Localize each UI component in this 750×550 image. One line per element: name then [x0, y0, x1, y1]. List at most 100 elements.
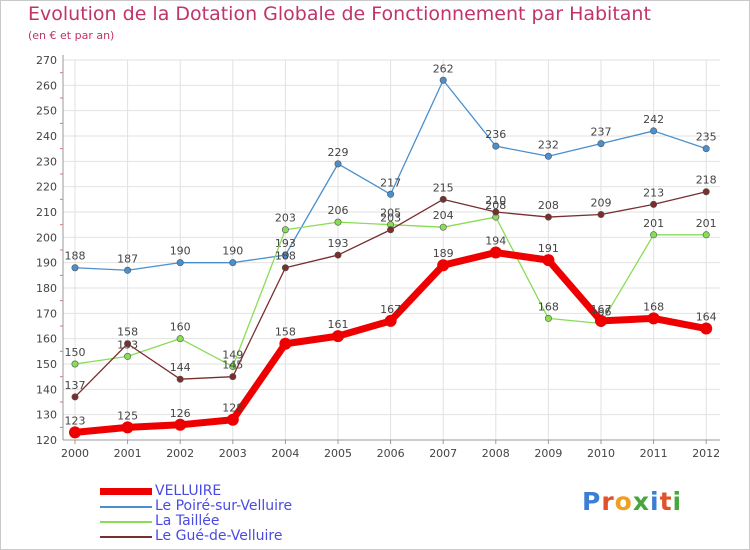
data-point: [439, 195, 447, 203]
data-point: [226, 413, 239, 426]
y-tick-label: 250: [36, 105, 57, 118]
y-tick-label: 240: [36, 130, 57, 143]
data-label: 190: [170, 245, 191, 258]
legend-item: La Taillée: [100, 513, 400, 529]
line-chart: 120 130 140 150 160 170 180 190 200 210 220 230 240 2…: [36, 54, 720, 460]
data-point: [492, 208, 500, 216]
y-tick-label: 120: [36, 434, 57, 447]
data-label: 167: [380, 303, 401, 316]
data-label: 217: [380, 176, 401, 189]
data-point: [281, 251, 289, 259]
y-tick-label: 140: [36, 383, 57, 396]
data-label: 158: [275, 326, 296, 339]
logo-letter: o: [614, 487, 633, 516]
x-tick-label: 2008: [482, 447, 510, 460]
data-label: 201: [643, 217, 664, 230]
logo-letter: P: [582, 487, 602, 516]
data-point: [124, 340, 132, 348]
data-label: 193: [275, 237, 296, 250]
data-label: 201: [696, 217, 717, 230]
data-label: 191: [538, 242, 559, 255]
logo-letter: i: [672, 487, 683, 516]
data-point: [700, 322, 713, 335]
data-point: [71, 360, 79, 368]
data-label: 210: [485, 194, 506, 207]
data-label: 187: [117, 252, 138, 265]
x-tick-label: 2012: [692, 447, 720, 460]
data-point: [334, 251, 342, 259]
data-label: 215: [433, 181, 454, 194]
data-point: [597, 140, 605, 148]
data-label: 232: [538, 138, 559, 151]
data-label: 203: [380, 212, 401, 225]
chart-title: Evolution de la Dotation Globale de Fonc…: [28, 3, 651, 25]
data-label: 123: [65, 414, 86, 427]
data-label: 242: [643, 113, 664, 126]
data-point: [650, 200, 658, 208]
data-label: 237: [591, 126, 612, 139]
data-label: 203: [275, 212, 296, 225]
data-point: [387, 190, 395, 198]
legend-label: Le Poiré-sur-Velluire: [155, 498, 293, 514]
data-point: [647, 312, 660, 325]
data-point: [332, 330, 344, 343]
data-label: 205: [380, 207, 401, 220]
legend-item: Le Poiré-sur-Velluire: [100, 498, 400, 514]
data-point: [124, 266, 132, 274]
data-point: [71, 393, 79, 401]
data-point: [439, 223, 447, 231]
data-label: 126: [170, 407, 191, 420]
data-point: [437, 259, 450, 272]
y-tick-label: 230: [36, 155, 57, 168]
y-tick-label: 160: [36, 333, 57, 346]
data-point: [702, 145, 710, 153]
data-point: [544, 213, 552, 221]
logo-letter: i: [650, 487, 660, 516]
data-point: [334, 218, 342, 226]
data-label: 128: [222, 402, 243, 415]
data-label: 235: [696, 131, 717, 144]
data-label: 144: [170, 361, 191, 374]
data-label: 193: [328, 237, 349, 250]
y-tick-label: 210: [36, 206, 57, 219]
data-label: 208: [485, 199, 506, 212]
data-label: 158: [117, 326, 138, 339]
y-tick-label: 270: [36, 54, 57, 67]
data-label: 149: [222, 349, 243, 362]
x-tick-label: 2009: [534, 447, 562, 460]
data-label: 229: [328, 146, 349, 159]
data-point: [489, 246, 502, 259]
y-tick-label: 150: [36, 358, 57, 371]
legend-swatch: [100, 521, 152, 523]
legend-label: La Taillée: [155, 513, 220, 529]
data-point: [176, 259, 184, 267]
data-point: [439, 76, 447, 84]
data-label: 209: [591, 197, 612, 210]
x-tick-label: 2005: [324, 447, 352, 460]
data-label: 188: [65, 250, 86, 263]
data-point: [279, 337, 292, 350]
data-point: [492, 142, 500, 150]
data-label: 164: [696, 311, 717, 324]
data-point: [281, 226, 289, 234]
data-point: [597, 211, 605, 219]
data-label: 125: [117, 409, 138, 422]
data-label: 168: [538, 300, 559, 313]
data-label: 190: [222, 245, 243, 258]
legend-swatch: [100, 506, 152, 508]
data-label: 236: [485, 128, 506, 141]
legend-item: Le Gué-de-Velluire: [100, 528, 400, 544]
data-label: 208: [538, 199, 559, 212]
data-point: [595, 314, 607, 327]
data-label: 160: [170, 321, 191, 334]
x-tick-label: 2003: [219, 447, 247, 460]
data-point: [702, 188, 710, 196]
data-label: 206: [328, 204, 349, 217]
legend-label: Le Gué-de-Velluire: [155, 528, 283, 544]
x-tick-label: 2010: [587, 447, 615, 460]
data-point: [650, 127, 658, 135]
x-tick-label: 2001: [114, 447, 142, 460]
x-tick-label: 2004: [271, 447, 299, 460]
data-label: 189: [433, 247, 454, 260]
